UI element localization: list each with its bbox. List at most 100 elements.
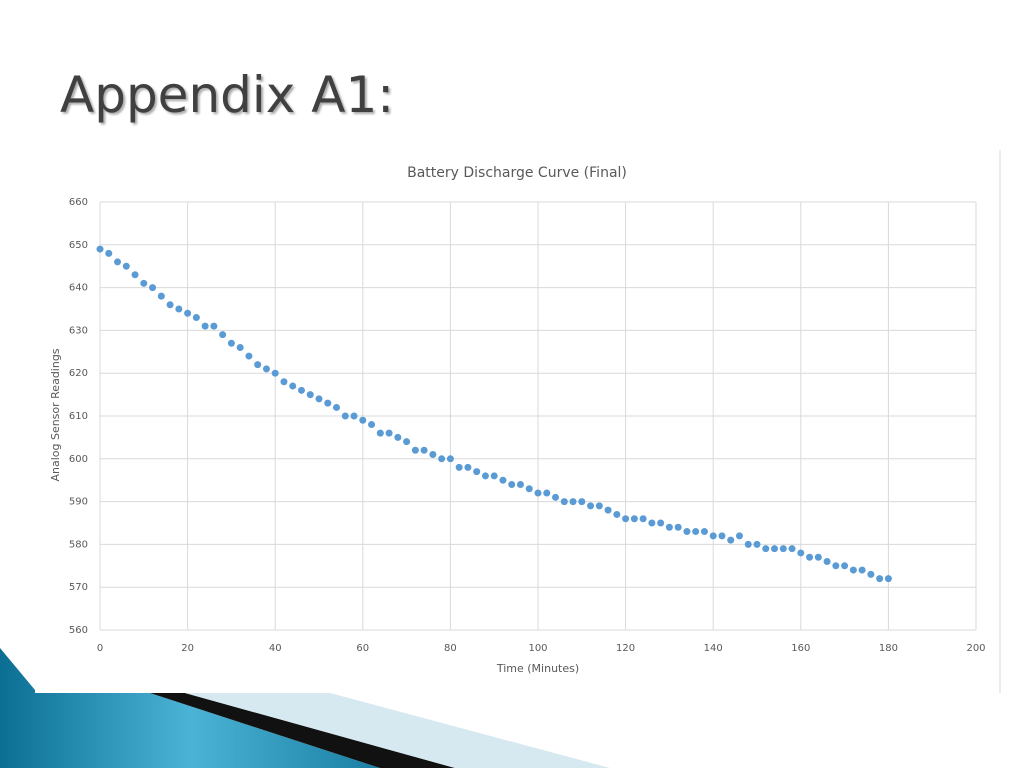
data-point — [464, 463, 472, 471]
data-point — [114, 258, 122, 266]
data-point — [105, 249, 113, 257]
data-point — [473, 468, 481, 476]
data-point — [359, 416, 367, 424]
data-point — [324, 399, 332, 407]
data-point — [858, 566, 866, 574]
data-point — [613, 510, 621, 518]
data-point — [140, 279, 148, 287]
x-tick-label: 200 — [966, 643, 985, 654]
data-point — [525, 485, 533, 493]
data-point — [192, 314, 200, 322]
data-point — [455, 463, 463, 471]
data-point — [552, 493, 560, 501]
data-point — [543, 489, 551, 497]
y-tick-label: 640 — [69, 283, 88, 294]
data-point — [368, 421, 376, 429]
data-point — [315, 395, 323, 403]
y-tick-label: 570 — [69, 582, 88, 593]
data-point — [700, 528, 708, 536]
data-point — [876, 575, 884, 583]
data-point — [560, 498, 568, 506]
data-point — [333, 403, 341, 411]
data-point — [385, 429, 393, 437]
data-point — [657, 519, 665, 527]
y-tick-label: 660 — [69, 197, 88, 208]
y-axis-label: Analog Sensor Readings — [49, 348, 62, 481]
data-point — [280, 378, 288, 386]
data-point — [849, 566, 857, 574]
x-tick-label: 120 — [616, 643, 635, 654]
data-point — [306, 391, 314, 399]
data-point — [823, 558, 831, 566]
data-point — [867, 570, 875, 578]
y-tick-label: 630 — [69, 325, 88, 336]
data-point — [779, 545, 787, 553]
data-point — [420, 446, 428, 454]
y-tick-label: 600 — [69, 454, 88, 465]
y-tick-label: 580 — [69, 539, 88, 550]
data-point — [648, 519, 656, 527]
data-point — [289, 382, 297, 390]
data-point — [481, 472, 489, 480]
data-point — [639, 515, 647, 523]
data-point — [131, 271, 139, 279]
data-point — [884, 575, 892, 583]
x-tick-label: 80 — [444, 643, 457, 654]
chart-title: Battery Discharge Curve (Final) — [407, 165, 627, 181]
data-point — [735, 532, 743, 540]
data-point — [587, 502, 595, 510]
data-point — [254, 361, 262, 369]
data-point — [709, 532, 717, 540]
data-point — [692, 528, 700, 536]
data-point — [499, 476, 507, 484]
data-point — [718, 532, 726, 540]
data-point — [578, 498, 586, 506]
x-axis-label: Time (Minutes) — [496, 662, 579, 675]
data-point — [841, 562, 849, 570]
y-tick-label: 620 — [69, 368, 88, 379]
data-point — [297, 386, 305, 394]
x-tick-label: 100 — [528, 643, 547, 654]
data-point — [622, 515, 630, 523]
data-point — [595, 502, 603, 510]
data-point — [806, 553, 814, 561]
data-point — [201, 322, 209, 330]
data-point — [674, 523, 682, 531]
data-point — [534, 489, 542, 497]
data-point — [411, 446, 419, 454]
data-point — [630, 515, 638, 523]
data-point — [604, 506, 612, 514]
x-tick-label: 40 — [269, 643, 282, 654]
data-point — [219, 331, 227, 339]
data-point — [210, 322, 218, 330]
y-tick-label: 650 — [69, 240, 88, 251]
data-point — [753, 540, 761, 548]
chart-area — [35, 148, 1000, 693]
data-point — [797, 549, 805, 557]
y-tick-label: 590 — [69, 497, 88, 508]
decoration — [185, 693, 610, 768]
data-point — [149, 284, 157, 292]
data-point — [166, 301, 174, 309]
data-point — [727, 536, 735, 544]
data-point — [122, 262, 130, 270]
data-point — [744, 540, 752, 548]
data-point — [184, 309, 192, 317]
data-point — [394, 433, 402, 441]
data-point — [508, 480, 516, 488]
data-point — [157, 292, 165, 300]
data-point — [665, 523, 673, 531]
data-point — [403, 438, 411, 446]
data-point — [350, 412, 358, 420]
y-tick-label: 610 — [69, 411, 88, 422]
x-tick-label: 160 — [791, 643, 810, 654]
decoration — [0, 648, 380, 768]
data-point — [262, 365, 270, 373]
data-point — [762, 545, 770, 553]
data-point — [832, 562, 840, 570]
data-point — [341, 412, 349, 420]
data-point — [446, 455, 454, 463]
data-point — [245, 352, 253, 360]
